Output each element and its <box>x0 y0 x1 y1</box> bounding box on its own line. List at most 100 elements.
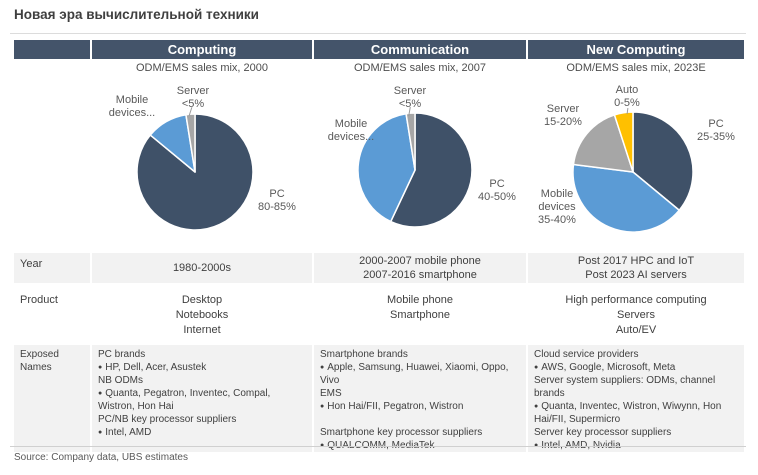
pie-label-auto: Auto 0-5% <box>614 84 640 109</box>
product-communication: Mobile phone Smartphone <box>386 294 454 321</box>
header-cell-computing: Computing <box>92 40 312 59</box>
table-header-row: Computing Communication New Computing <box>14 40 744 59</box>
chart-title-computing: ODM/EMS sales mix, 2000 <box>135 62 269 74</box>
exposed-bullet-text: Hon Hai/FII, Pegatron, Wistron <box>327 401 464 412</box>
pie-slice-server <box>405 112 416 171</box>
pie-slice-pc <box>389 112 473 228</box>
product-new-computing: High performance computing Servers Auto/… <box>565 294 707 336</box>
row-label-exposed-names: Exposed Names <box>14 345 90 452</box>
pie-cell-empty <box>14 82 90 248</box>
exposed-group: EMS ● Hon Hai/FII, Pegatron, Wistron <box>320 387 522 426</box>
exposed-bullet-text: Quanta, Inventec, Wistron, Wiwynn, Hon H… <box>534 401 722 425</box>
pie-cell-new-computing: Auto 0-5% Server 15-20% PC 25-35% Mobile… <box>528 82 744 248</box>
exposed-group: Smartphone key processor suppliers●QUALC… <box>320 426 522 452</box>
bullet-icon: ● <box>534 442 538 449</box>
exposed-bullet-item: ● Intel, AMD <box>98 426 308 439</box>
pie-chart-2000 <box>136 113 254 231</box>
bullet-icon: ● <box>98 364 103 371</box>
exposed-computing: PC brands ● HP, Dell, Acer, Asustek NB ODMs… <box>92 345 312 452</box>
pie-cell-computing: Mobile devices... Server <5% PC 80-85% <box>92 82 312 248</box>
pie-label-mobile-devices: Mobile devices 35-40% <box>538 188 576 226</box>
bullet-icon: ● <box>320 442 324 449</box>
pie-label-pc: PC 80-85% <box>258 188 296 213</box>
exposed-heading: Server key processor suppliers <box>534 427 672 438</box>
bullet-icon: ● <box>320 364 325 371</box>
pie-label-pc: PC 25-35% <box>697 118 735 143</box>
exposed-heading: PC brands <box>98 349 146 360</box>
pie-cell-communication: Server <5% Mobile devices... PC 40-50% <box>314 82 526 248</box>
exposed-group: Server key processor suppliers●Intel, AM… <box>534 426 740 452</box>
exposed-communication: Smartphone brands ● Apple, Samsung, Huawei… <box>314 345 526 452</box>
product-computing: Desktop Notebooks Internet <box>175 294 229 336</box>
pie-label-pc: PC 40-50% <box>478 178 516 203</box>
header-cell-empty <box>14 40 90 59</box>
bullet-icon: ● <box>320 403 325 410</box>
exposed-bullet-text: HP, Dell, Acer, Asustek <box>105 362 207 373</box>
exposed-bullet-text: Intel, AMD <box>105 427 152 438</box>
pie-label-mobile-devices: Mobile devices... <box>327 118 375 143</box>
exposed-group: Server system suppliers: ODMs, channel b… <box>534 374 740 426</box>
product-row: Product Desktop Notebooks Internet Mobil… <box>14 292 744 342</box>
pie-label-server: Server <5% <box>176 85 210 110</box>
exposed-bullet-item: ● Apple, Samsung, Huawei, Xiaomi, Oppo, V… <box>320 361 522 387</box>
divider-line-top <box>10 33 746 34</box>
header-cell-communication: Communication <box>314 40 526 59</box>
pie-slice-mobile-devices <box>357 112 416 223</box>
exposed-heading: Cloud service providers <box>534 349 639 360</box>
bullet-icon: ● <box>534 364 539 371</box>
exposed-bullet-item: ● Quanta, Pegatron, Inventec, Compal, Wis… <box>98 387 308 413</box>
pie-label-mobile-devices: Mobile devices... <box>108 94 156 119</box>
bullet-icon: ● <box>98 429 103 436</box>
exposed-group: Cloud service providers ● AWS, Google, Mic… <box>534 348 740 374</box>
chart-title-new-computing: ODM/EMS sales mix, 2023E <box>566 62 706 74</box>
pie-slice-auto <box>613 111 634 173</box>
exposed-bullet-item: ●Intel, AMD, Nvidia <box>534 439 740 452</box>
exposed-bullet-text: AWS, Google, Microsoft, Meta <box>541 362 676 373</box>
source-note: Source: Company data, UBS estimates <box>14 452 188 463</box>
exposed-bullet-item: ●QUALCOMM, MediaTek <box>320 439 522 452</box>
exposed-bullet-item: ● Quanta, Inventec, Wistron, Wiwynn, Hon … <box>534 400 740 426</box>
exposed-bullet-item: ● HP, Dell, Acer, Asustek <box>98 361 308 374</box>
pie-label-server: Server <5% <box>393 85 427 110</box>
exposed-bullet-text: Intel, AMD, Nvidia <box>541 440 620 451</box>
exposed-heading: Smartphone key processor suppliers <box>320 427 483 438</box>
pie-slice-pc <box>632 111 694 211</box>
divider-line-bottom <box>10 446 746 447</box>
pie-chart-row: Mobile devices... Server <5% PC 80-85% S… <box>14 82 744 248</box>
exposed-heading: Server system suppliers: ODMs, channel b… <box>534 375 716 399</box>
exposed-group: NB ODMs ● Quanta, Pegatron, Inventec, Comp… <box>98 374 308 413</box>
exposed-heading: Smartphone brands <box>320 349 408 360</box>
pie-chart-2007 <box>357 112 473 228</box>
pie-slice-mobile-devices <box>572 163 680 233</box>
exposed-group: PC/NB key processor suppliers ● Intel, AMD <box>98 413 308 439</box>
bullet-icon: ● <box>98 390 103 397</box>
row-label-product: Product <box>20 294 58 306</box>
year-new-computing: Post 2017 HPC and IoT Post 2023 AI serve… <box>528 253 744 283</box>
chart-subtitle-row: ODM/EMS sales mix, 2000 ODM/EMS sales mi… <box>14 62 744 77</box>
chart-title-communication: ODM/EMS sales mix, 2007 <box>353 62 487 74</box>
pie-slice-server <box>185 113 196 173</box>
subtitle-empty <box>14 62 90 77</box>
year-communication: 2000-2007 mobile phone 2007-2016 smartph… <box>314 253 526 283</box>
exposed-bullet-item: ● Hon Hai/FII, Pegatron, Wistron <box>320 400 522 426</box>
page-title: Новая эра вычислительной техники <box>14 7 259 22</box>
exposed-heading: EMS <box>320 388 342 399</box>
exposed-heading: PC/NB key processor suppliers <box>98 414 237 425</box>
exposed-bullet-text: Apple, Samsung, Huawei, Xiaomi, Oppo, Vi… <box>320 362 509 386</box>
year-row: Year 1980-2000s 2000-2007 mobile phone 2… <box>14 253 744 283</box>
pie-slice-server <box>572 114 634 173</box>
exposed-names-row: Exposed Names PC brands ● HP, Dell, Acer, … <box>14 345 744 452</box>
exposed-new-computing: Cloud service providers ● AWS, Google, Mic… <box>528 345 744 452</box>
row-label-year: Year <box>14 253 90 283</box>
exposed-bullet-item: ● AWS, Google, Microsoft, Meta <box>534 361 740 374</box>
exposed-bullet-text: Quanta, Pegatron, Inventec, Compal, Wist… <box>98 388 271 412</box>
bullet-icon: ● <box>534 403 539 410</box>
exposed-heading: NB ODMs <box>98 375 143 386</box>
header-cell-new-computing: New Computing <box>528 40 744 59</box>
pie-label-server: Server 15-20% <box>544 103 582 128</box>
pie-chart-2023e <box>572 111 694 233</box>
year-computing: 1980-2000s <box>92 253 312 283</box>
exposed-group: PC brands ● HP, Dell, Acer, Asustek <box>98 348 308 374</box>
exposed-group: Smartphone brands ● Apple, Samsung, Huawei… <box>320 348 522 387</box>
